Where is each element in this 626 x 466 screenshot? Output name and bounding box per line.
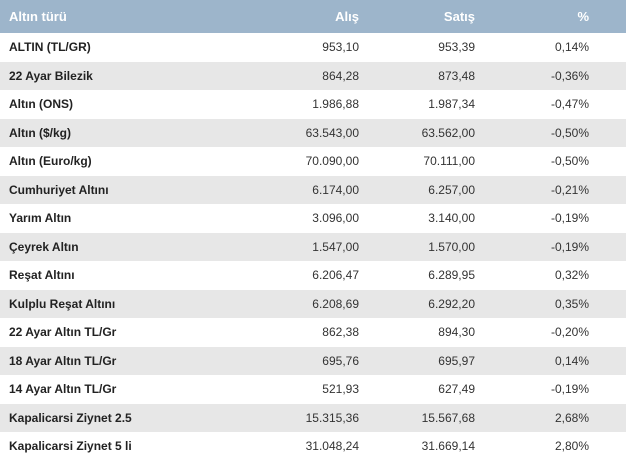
row-name: 14 Ayar Altın TL/Gr xyxy=(0,375,205,404)
row-pct: -0,47% xyxy=(477,90,626,119)
row-sell: 1.987,34 xyxy=(361,90,477,119)
row-sell: 894,30 xyxy=(361,318,477,347)
row-sell: 953,39 xyxy=(361,33,477,62)
row-name: Reşat Altını xyxy=(0,261,205,290)
row-sell: 627,49 xyxy=(361,375,477,404)
row-pct: -0,50% xyxy=(477,118,626,148)
row-buy: 953,10 xyxy=(205,33,361,62)
row-name: Kulplu Reşat Altını xyxy=(0,289,205,319)
header-row: Altın türü Alış Satış % xyxy=(0,0,626,33)
row-pct: 2,80% xyxy=(477,432,626,461)
row-buy: 864,28 xyxy=(205,61,361,91)
row-name: 22 Ayar Altın TL/Gr xyxy=(0,318,205,347)
header-sell[interactable]: Satış xyxy=(443,9,475,24)
row-buy: 63.543,00 xyxy=(205,118,361,148)
table-row: 14 Ayar Altın TL/Gr 521,93 627,49 -0,19% xyxy=(0,375,626,404)
row-pct: -0,20% xyxy=(477,318,626,347)
table-row: Altın (Euro/kg) 70.090,00 70.111,00 -0,5… xyxy=(0,147,626,176)
row-sell: 6.257,00 xyxy=(361,175,477,205)
row-sell: 1.570,00 xyxy=(361,232,477,262)
row-buy: 521,93 xyxy=(205,375,361,404)
table-row: ALTIN (TL/GR) 953,10 953,39 0,14% xyxy=(0,33,626,62)
row-buy: 6.174,00 xyxy=(205,175,361,205)
row-name: 22 Ayar Bilezik xyxy=(0,61,205,91)
row-name: ALTIN (TL/GR) xyxy=(0,33,205,62)
row-name: Kapalicarsi Ziynet 5 li xyxy=(0,432,205,461)
row-pct: 0,35% xyxy=(477,289,626,319)
row-name: 18 Ayar Altın TL/Gr xyxy=(0,346,205,376)
row-pct: 2,68% xyxy=(477,403,626,433)
row-sell: 3.140,00 xyxy=(361,204,477,233)
row-sell: 695,97 xyxy=(361,346,477,376)
table-row: Altın ($/kg) 63.543,00 63.562,00 -0,50% xyxy=(0,118,626,148)
row-buy: 862,38 xyxy=(205,318,361,347)
row-pct: 0,14% xyxy=(477,346,626,376)
row-name: Altın (ONS) xyxy=(0,90,205,119)
table-row: Altın (ONS) 1.986,88 1.987,34 -0,47% xyxy=(0,90,626,119)
row-name: Yarım Altın xyxy=(0,204,205,233)
table-row: Yarım Altın 3.096,00 3.140,00 -0,19% xyxy=(0,204,626,233)
table-row: Kulplu Reşat Altını 6.208,69 6.292,20 0,… xyxy=(0,289,626,319)
row-buy: 1.547,00 xyxy=(205,232,361,262)
row-pct: -0,36% xyxy=(477,61,626,91)
row-sell: 873,48 xyxy=(361,61,477,91)
header-buy[interactable]: Alış xyxy=(335,9,359,24)
table-header: Altın türü Alış Satış % xyxy=(0,0,626,33)
table-row: Çeyrek Altın 1.547,00 1.570,00 -0,19% xyxy=(0,232,626,262)
row-pct: -0,21% xyxy=(477,175,626,205)
row-name: Kapalicarsi Ziynet 2.5 xyxy=(0,403,205,433)
row-name: Çeyrek Altın xyxy=(0,232,205,262)
row-pct: -0,19% xyxy=(477,204,626,233)
table-row: Kapalicarsi Ziynet 2.5 15.315,36 15.567,… xyxy=(0,403,626,433)
table-row: Cumhuriyet Altını 6.174,00 6.257,00 -0,2… xyxy=(0,175,626,205)
row-buy: 695,76 xyxy=(205,346,361,376)
row-sell: 31.669,14 xyxy=(361,432,477,461)
header-name[interactable]: Altın türü xyxy=(9,9,67,24)
table-body: ALTIN (TL/GR) 953,10 953,39 0,14% 22 Aya… xyxy=(0,33,626,461)
row-buy: 3.096,00 xyxy=(205,204,361,233)
row-name: Cumhuriyet Altını xyxy=(0,175,205,205)
row-pct: 0,32% xyxy=(477,261,626,290)
row-sell: 15.567,68 xyxy=(361,403,477,433)
row-name: Altın ($/kg) xyxy=(0,118,205,148)
table-row: Reşat Altını 6.206,47 6.289,95 0,32% xyxy=(0,261,626,290)
row-buy: 1.986,88 xyxy=(205,90,361,119)
row-pct: -0,50% xyxy=(477,147,626,176)
row-sell: 6.292,20 xyxy=(361,289,477,319)
header-pct[interactable]: % xyxy=(577,9,589,24)
table-row: 18 Ayar Altın TL/Gr 695,76 695,97 0,14% xyxy=(0,346,626,376)
table-row: Kapalicarsi Ziynet 5 li 31.048,24 31.669… xyxy=(0,432,626,461)
row-pct: -0,19% xyxy=(477,375,626,404)
row-buy: 70.090,00 xyxy=(205,147,361,176)
row-sell: 63.562,00 xyxy=(361,118,477,148)
row-sell: 6.289,95 xyxy=(361,261,477,290)
row-pct: -0,19% xyxy=(477,232,626,262)
row-name: Altın (Euro/kg) xyxy=(0,147,205,176)
table-row: 22 Ayar Altın TL/Gr 862,38 894,30 -0,20% xyxy=(0,318,626,347)
row-buy: 6.208,69 xyxy=(205,289,361,319)
row-pct: 0,14% xyxy=(477,33,626,62)
row-buy: 6.206,47 xyxy=(205,261,361,290)
table-row: 22 Ayar Bilezik 864,28 873,48 -0,36% xyxy=(0,61,626,91)
row-sell: 70.111,00 xyxy=(361,147,477,176)
row-buy: 15.315,36 xyxy=(205,403,361,433)
row-buy: 31.048,24 xyxy=(205,432,361,461)
